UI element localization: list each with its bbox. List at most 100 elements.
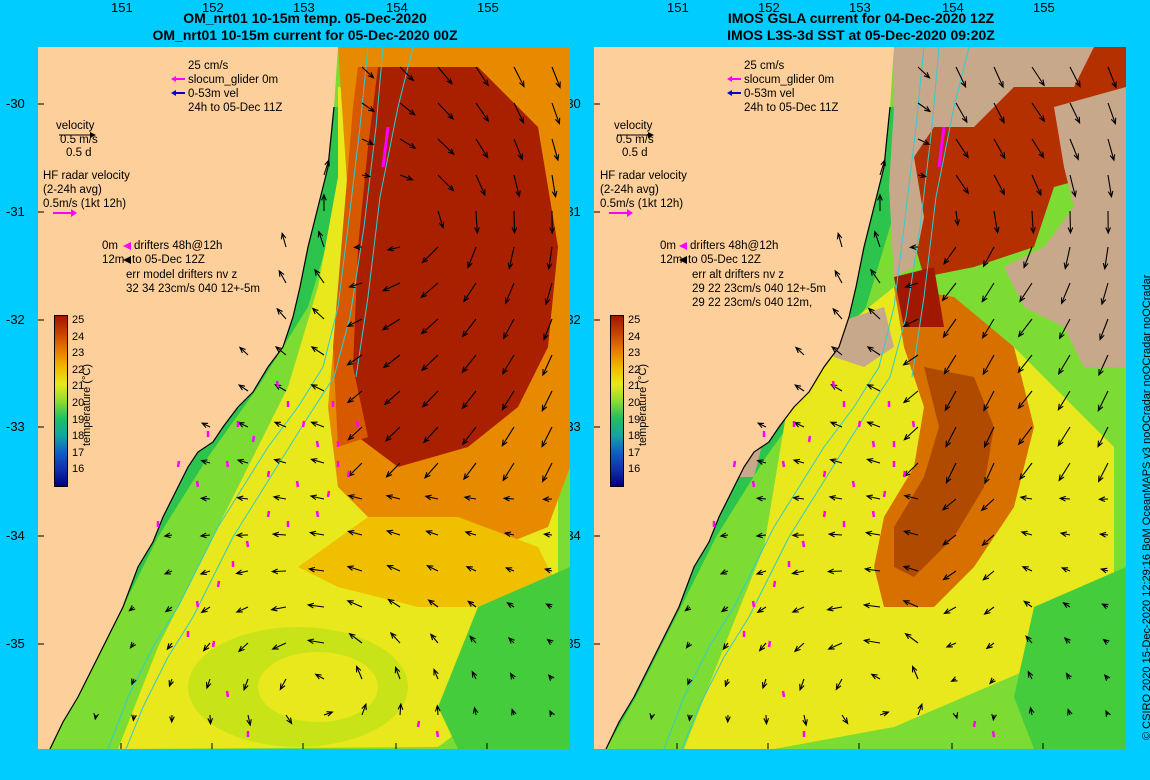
velocity-arrow (504, 567, 515, 573)
err-line2: 32 34 23cm/s 040 12+-5m (126, 283, 260, 295)
velocity-arrow (200, 459, 211, 465)
velocity-arrow (207, 714, 214, 726)
velocity-arrow (917, 66, 931, 79)
velocity-arrow (310, 458, 325, 464)
velocity-arrow (205, 678, 212, 690)
velocity-arrow (507, 246, 515, 270)
drifter-segment (301, 420, 306, 428)
hf-radar-line1: HF radar velocity (43, 170, 130, 182)
colorbar-tick: 17 (628, 446, 641, 459)
velocity-arrow (502, 318, 515, 340)
x-tick-label: 155 (1033, 0, 1055, 15)
velocity-arrow (941, 282, 957, 302)
left-map-panel: 25 cm/s slocum_glider 0m 0-53m vel 24h t… (38, 47, 570, 749)
velocity-arrow (513, 138, 523, 161)
velocity-arrow (424, 462, 439, 479)
velocity-arrow (904, 632, 919, 644)
velocity-arrow (983, 606, 995, 615)
legend-vel: 0-53m vel (744, 88, 795, 100)
velocity-arrow (461, 354, 477, 374)
velocity-arrow (129, 641, 136, 649)
velocity-d: 0.5 d (622, 147, 648, 159)
tick-marks (38, 103, 488, 749)
velocity-arrow (904, 282, 919, 289)
warm-tongue-core (894, 367, 994, 577)
velocity-arrow (272, 495, 287, 501)
velocity-arrow (278, 269, 287, 284)
colorbar-tick: 21 (72, 380, 85, 393)
velocity-arrow (346, 565, 363, 572)
velocity-arrow (544, 282, 553, 306)
velocity-arrow (985, 642, 995, 650)
velocity-arrow (270, 605, 287, 612)
velocity-arrow (1105, 709, 1111, 717)
velocity-arrow (989, 677, 996, 685)
coastline (605, 106, 891, 749)
velocity-arrow (866, 421, 881, 428)
velocity-arrow (1063, 246, 1071, 270)
velocity-arrow (724, 678, 730, 688)
velocity-arrow (501, 426, 515, 447)
velocity-arrow (308, 530, 325, 537)
velocity-arrow (1017, 318, 1033, 338)
velocity-arrow (361, 172, 372, 179)
y-tick-label: -32 (6, 312, 25, 327)
y-tick-label: -34 (6, 528, 25, 543)
velocity-scale-arrow (59, 132, 96, 138)
eddy-core (338, 67, 558, 467)
velocity-arrow (163, 569, 173, 575)
contour-3 (911, 47, 970, 378)
velocity-arrow (471, 670, 478, 680)
colorbar-tick: 25 (628, 314, 641, 326)
drifter-segment (225, 690, 230, 698)
velocity-arrow (1017, 354, 1033, 374)
velocity-arrow (1105, 210, 1111, 235)
velocity-arrow (902, 529, 919, 536)
velocity-arrow (1019, 282, 1033, 303)
velocity-arrow (472, 706, 479, 716)
velocity-arrow (1107, 66, 1117, 89)
velocity-arrow (385, 529, 401, 536)
velocity-arrow (384, 426, 401, 442)
velocity-arrow (1065, 672, 1072, 680)
south-green (438, 567, 570, 749)
x-tick-label: 151 (111, 0, 133, 15)
velocity-arrow (1102, 638, 1110, 645)
velocity-arrow (862, 602, 881, 609)
drifter-segment (822, 470, 827, 478)
drifter-segment (315, 440, 320, 448)
hf-radar-arrow (53, 209, 77, 217)
velocity-arrow (719, 532, 729, 539)
velocity-arrow (1030, 210, 1036, 235)
velocity-ms: 0.5 m/s (616, 134, 654, 146)
velocity-arrow (1098, 531, 1109, 538)
velocity-arrow (719, 569, 729, 575)
velocity-arrow (348, 632, 363, 644)
velocity-arrow (1021, 566, 1033, 572)
velocity-arrow (306, 602, 325, 609)
velocity-arrow (1058, 462, 1071, 482)
velocity-arrow (504, 282, 515, 305)
velocity-arrow (836, 232, 843, 248)
coastline (49, 106, 335, 749)
velocity-arrow (311, 307, 325, 320)
velocity-arrow (433, 668, 439, 680)
drifter-0m: 0m (660, 240, 676, 252)
colorbar (610, 315, 624, 487)
velocity-arrow (434, 704, 441, 716)
velocity-arrow (1060, 282, 1071, 305)
velocity-arrow (475, 102, 490, 123)
velocity-arrow (246, 714, 252, 727)
velocity-arrow (273, 458, 287, 464)
velocity-arrow (982, 354, 995, 376)
contour-1 (663, 47, 925, 749)
velocity-arrow (273, 421, 287, 428)
velocity-arrow (465, 566, 477, 572)
velocity-arrow (942, 534, 957, 546)
velocity-arrow (877, 193, 883, 212)
velocity-arrow (314, 268, 325, 284)
velocity-arrow (386, 245, 401, 252)
velocity-arrow (684, 605, 692, 612)
velocity-arrow (511, 210, 518, 235)
colorbar-tick: 24 (72, 330, 85, 343)
